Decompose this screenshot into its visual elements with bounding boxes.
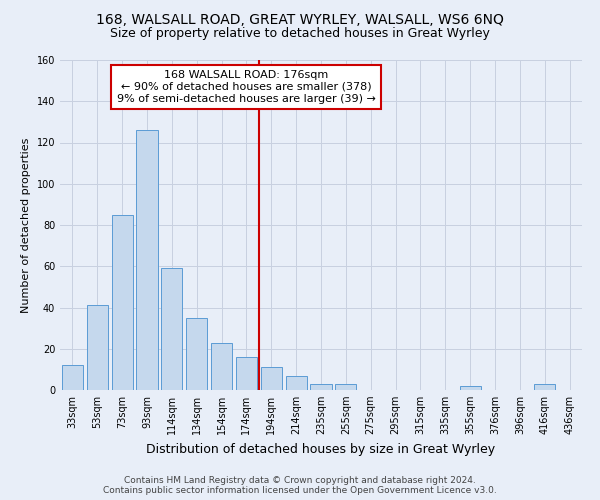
Bar (460, 386, 481, 390)
Bar (136, 130, 158, 390)
Bar (261, 368, 282, 390)
Bar (335, 384, 356, 390)
Bar (87, 306, 108, 390)
Bar (112, 214, 133, 390)
Bar (236, 357, 257, 390)
Text: Contains HM Land Registry data © Crown copyright and database right 2024.
Contai: Contains HM Land Registry data © Crown c… (103, 476, 497, 495)
Bar (211, 342, 232, 390)
Bar (161, 268, 182, 390)
Bar (186, 318, 207, 390)
Bar (62, 365, 83, 390)
Bar (534, 384, 555, 390)
X-axis label: Distribution of detached houses by size in Great Wyrley: Distribution of detached houses by size … (146, 442, 496, 456)
Text: 168, WALSALL ROAD, GREAT WYRLEY, WALSALL, WS6 6NQ: 168, WALSALL ROAD, GREAT WYRLEY, WALSALL… (96, 12, 504, 26)
Text: Size of property relative to detached houses in Great Wyrley: Size of property relative to detached ho… (110, 28, 490, 40)
Bar (286, 376, 307, 390)
Text: 168 WALSALL ROAD: 176sqm
← 90% of detached houses are smaller (378)
9% of semi-d: 168 WALSALL ROAD: 176sqm ← 90% of detach… (117, 70, 376, 104)
Bar (310, 384, 332, 390)
Y-axis label: Number of detached properties: Number of detached properties (21, 138, 31, 312)
